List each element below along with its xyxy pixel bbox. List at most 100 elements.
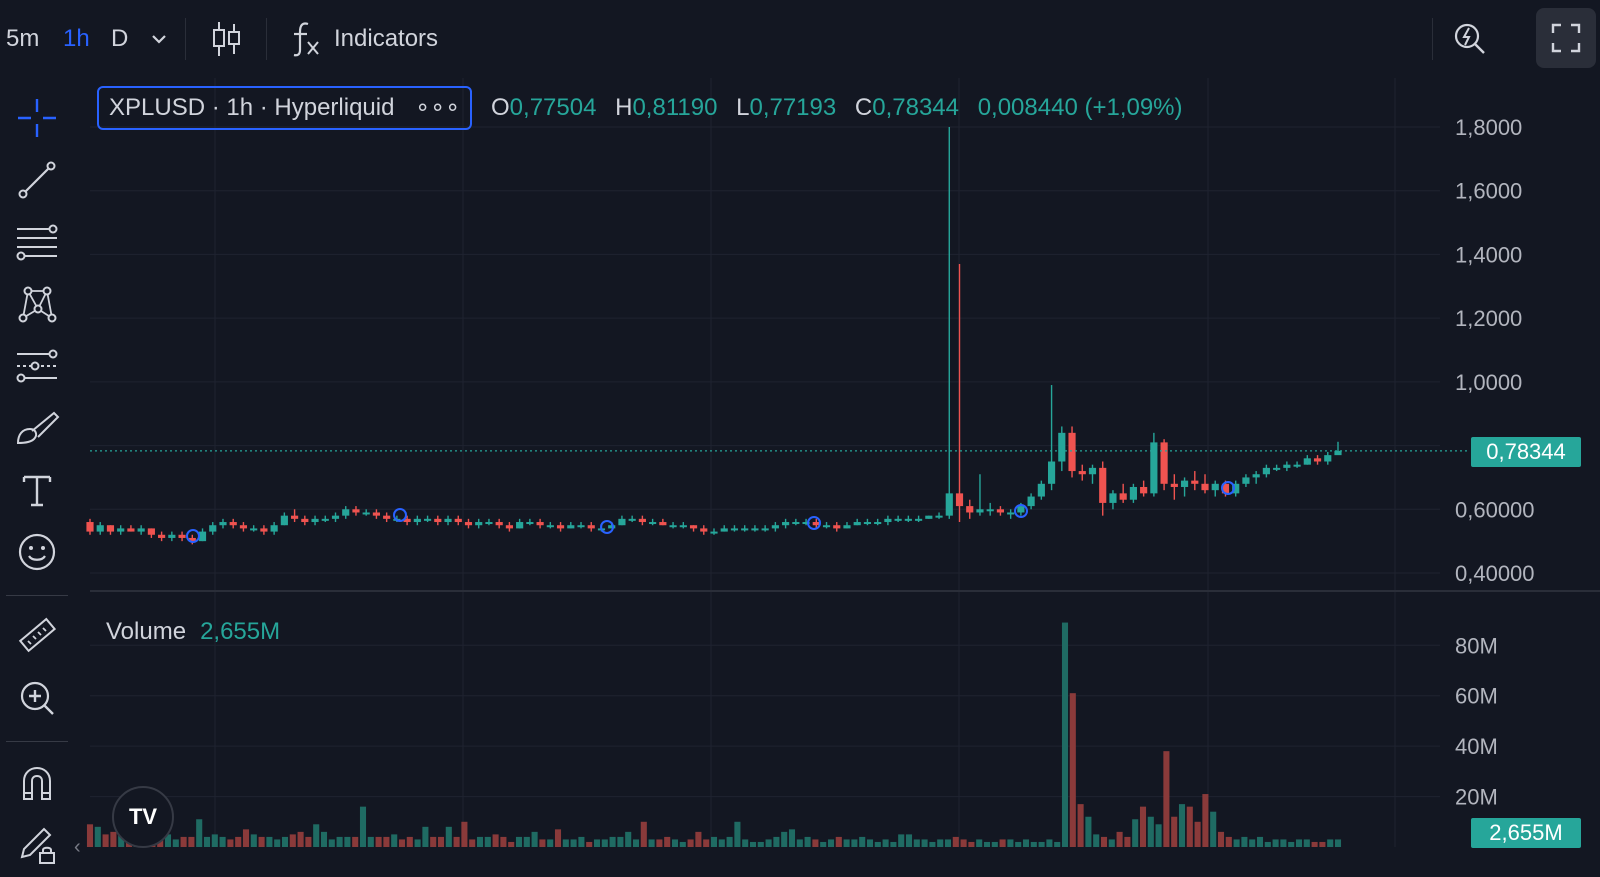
pattern-tool[interactable] [14,281,60,327]
candle-body [700,528,708,532]
brush-tool[interactable] [14,405,60,451]
volume-bar [484,836,491,847]
volume-bar [500,836,507,847]
trend-line-tool[interactable] [14,157,60,203]
interval-d-button[interactable]: D [111,25,129,52]
fx-icon[interactable] [288,18,324,63]
price-tick-label: 1,0000 [1455,370,1522,395]
candle-body [168,534,176,538]
volume-label: Volume [106,618,187,645]
magnet-tool[interactable] [14,761,60,807]
volume-bar [305,836,312,847]
volume-bar [336,836,343,847]
tradingview-logo[interactable]: TV [112,786,174,848]
toolbar-divider [1432,18,1433,60]
volume-bar [1241,836,1248,847]
candle-body [1313,458,1322,462]
candle-body [1119,493,1127,500]
volume-bar [1194,821,1201,847]
candle-body [741,528,749,531]
symbol-title: XPLUSD · 1h · Hyperliquid [109,94,395,121]
candle-body [822,525,831,528]
candle-body [526,522,534,525]
volume-bar [437,836,445,847]
forecast-tool[interactable] [14,343,60,389]
candle-body [342,509,350,516]
volume-bar [313,824,320,847]
volume-bar [469,839,476,847]
toolbar-divider [185,18,186,60]
candles-icon[interactable] [210,18,244,65]
more-options-icon[interactable]: ∘∘∘ [415,94,461,121]
interval-5m-button[interactable]: 5m [6,25,40,52]
candle-body [505,525,513,529]
candle-body [1334,450,1342,456]
candle-body [679,525,687,528]
symbol-legend[interactable]: XPLUSD · 1h · Hyperliquid ∘∘∘ [97,86,473,130]
candle-body [1099,467,1107,503]
chevron-down-icon[interactable] [148,28,170,55]
volume-bar [1100,836,1108,847]
volume-bar [1334,839,1342,847]
candle-body [904,518,912,521]
crosshair-tool[interactable] [14,95,60,141]
candle-body [874,522,882,525]
volume-bar [1116,831,1123,847]
volume-bar [219,836,226,847]
candle-body [884,518,892,523]
volume-bar [804,836,811,847]
volume-bar [375,836,382,847]
candle-body [1109,493,1117,503]
volume-bar [320,831,328,847]
candle-body [546,525,554,528]
volume-bar [835,836,842,847]
candle-body [812,522,820,526]
candle-body [1324,455,1332,462]
volume-bar [983,841,991,847]
fullscreen-button[interactable] [1536,8,1596,68]
volume-bar [1295,839,1303,847]
volume-bar [235,836,242,847]
volume-bar [1163,751,1170,847]
alert-icon[interactable] [1450,18,1490,63]
candle-body [1303,458,1311,465]
volume-bar [110,831,117,847]
volume-bar [1319,841,1326,847]
candle-body [536,522,544,526]
candle-body [1129,486,1137,500]
candle-body [720,528,728,532]
event-marker [1221,481,1235,495]
last-price-tag: 0,78344 [1471,437,1581,467]
candle-body [792,522,800,525]
candle-body [1180,480,1189,487]
candle-body [117,528,125,532]
lock-pencil-icon [20,827,55,864]
emoji-tool[interactable] [14,529,60,575]
candle-body [1160,442,1168,484]
close-value: 0,78344 [872,94,960,121]
zoom-tool[interactable] [14,675,60,721]
low-value: 0,77193 [749,94,837,121]
lock-drawings-tool[interactable] [14,821,60,867]
fib-icon [16,224,58,261]
volume-bar [1303,839,1310,847]
fib-tool[interactable] [14,219,60,265]
open-value: 0,77504 [509,94,597,121]
volume-bar [1210,811,1217,847]
volume-bar [1256,836,1264,847]
event-marker [807,516,821,530]
candle-body [669,525,677,528]
ruler-tool[interactable] [14,613,60,659]
indicators-button[interactable]: Indicators [334,25,439,52]
volume-bar [765,839,772,847]
candle-body [96,525,104,532]
pattern-icon [18,286,57,323]
volume-bar [1233,839,1240,847]
volume-bar [1225,836,1232,847]
candle-body [915,518,923,521]
price-axis: 1,8000 1,6000 1,4000 1,2000 1,0000 0,60000 0,4… [1455,115,1535,810]
text-tool[interactable] [14,467,60,513]
interval-1h-button[interactable]: 1h [63,25,90,52]
collapse-arrow-icon[interactable]: ‹ [74,836,81,858]
